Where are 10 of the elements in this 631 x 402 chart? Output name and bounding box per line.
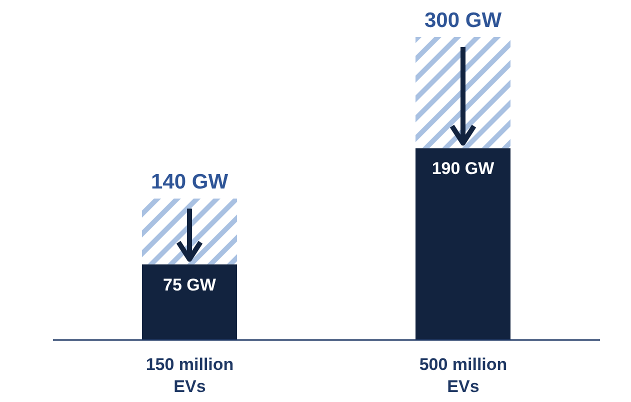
- x-tick-label: 500 million EVs: [419, 355, 508, 396]
- total-label: 300 GW: [424, 9, 502, 32]
- data-label: 190 GW: [432, 159, 496, 178]
- bar: [416, 37, 510, 148]
- total-label: 140 GW: [150, 170, 228, 194]
- bar: [142, 264, 237, 340]
- bar: [142, 198, 237, 264]
- bar: [416, 148, 510, 340]
- x-tick-label: 150 million EVs: [146, 355, 234, 396]
- data-label: 75 GW: [163, 275, 217, 294]
